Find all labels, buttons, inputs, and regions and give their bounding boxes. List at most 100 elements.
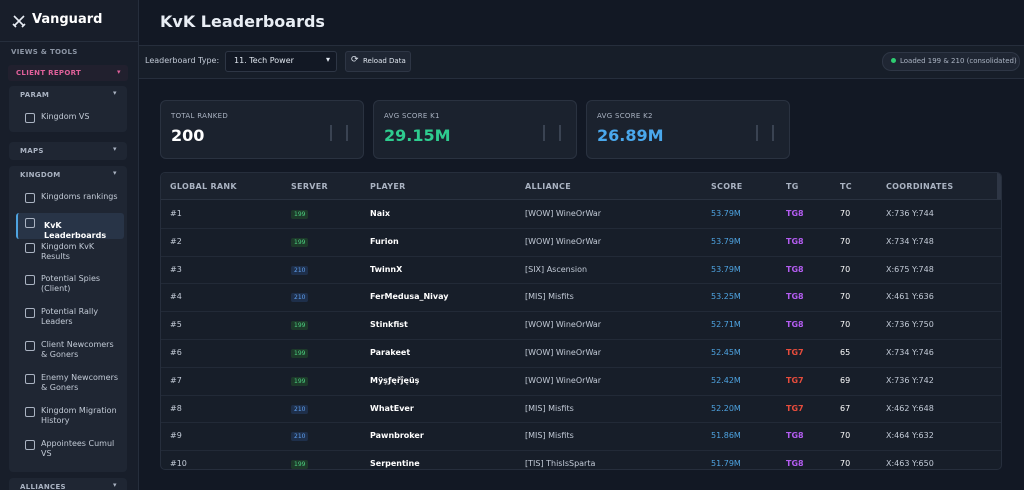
stat-icon (756, 125, 774, 141)
nav-item[interactable]: Appointees Cumul VS (41, 439, 115, 458)
coordinates: X:464 Y:632 (886, 431, 934, 441)
score: 53.79M (711, 264, 741, 274)
nav-icon (25, 243, 35, 253)
nav-item[interactable]: Kingdom KvK Results (41, 242, 95, 261)
server-badge: 210 (291, 293, 309, 303)
nav-icon (25, 440, 35, 450)
score: 53.25M (711, 292, 741, 302)
column-header: GLOBAL RANK (170, 182, 237, 191)
tg: TG8 (786, 431, 804, 441)
client-report-label: CLIENT REPORT (16, 69, 82, 77)
chevron: ▾ (113, 481, 117, 489)
player: Parakeet (370, 348, 411, 357)
column-header: PLAYER (370, 182, 406, 191)
tc: 67 (840, 403, 851, 413)
row-divider (161, 311, 1001, 313)
nav-item[interactable]: Client Newcomers & Goners (41, 340, 114, 359)
nav-item[interactable]: Kingdom Migration History (41, 406, 117, 425)
logo-icon (12, 15, 26, 28)
tc: 70 (840, 320, 851, 330)
status-text: Loaded 199 & 210 (consolidated) (900, 57, 1017, 65)
row-divider (161, 450, 1001, 452)
alliance: [MIS] Misfits (525, 292, 574, 302)
player: Naix (370, 209, 390, 218)
stat-label: AVG SCORE K2 (597, 112, 653, 120)
tg: TG8 (786, 292, 804, 302)
nav-group-title[interactable]: ALLIANCES (20, 483, 66, 490)
type-select[interactable] (225, 51, 337, 72)
server-badge: 199 (291, 376, 309, 386)
score: 52.45M (711, 348, 741, 357)
score: 51.79M (711, 459, 741, 469)
score: 52.42M (711, 375, 741, 385)
tc: 70 (840, 264, 851, 274)
rank: #10 (170, 459, 187, 469)
server-badge: 199 (291, 460, 309, 469)
column-header: TC (840, 182, 852, 191)
alliance: [WOW] WineOrWar (525, 375, 602, 385)
nav-item[interactable]: Kingdom VS (41, 112, 90, 121)
coordinates: X:462 Y:648 (886, 403, 934, 413)
tg: TG8 (786, 320, 804, 330)
tc: 70 (840, 431, 851, 441)
row-divider (161, 255, 1001, 257)
page-title: KvK Leaderboards (160, 12, 325, 31)
server-badge: 210 (291, 265, 309, 275)
stat-label: TOTAL RANKED (171, 112, 229, 120)
nav-item[interactable]: Kingdoms rankings (41, 192, 118, 201)
nav-item[interactable]: Enemy Newcomers & Goners (41, 373, 119, 392)
nav-item[interactable]: KvK Leaderboards (44, 221, 107, 240)
rank: #8 (170, 403, 182, 413)
stat-icon (543, 125, 561, 141)
tg: TG7 (786, 348, 804, 357)
score: 53.79M (711, 209, 741, 218)
rank: #9 (170, 431, 182, 441)
nav-item[interactable]: Potential Rally Leaders (41, 307, 99, 326)
nav-group-title[interactable]: KINGDOM (20, 171, 61, 179)
column-header: SERVER (291, 182, 329, 191)
rank: #7 (170, 375, 182, 385)
stat-value: 26.89M (597, 126, 664, 145)
column-header: COORDINATES (886, 182, 954, 191)
nav-group-title[interactable]: MAPS (20, 147, 44, 155)
player: WhatEver (370, 403, 414, 413)
player: Furion (370, 236, 399, 246)
sidebar: Vanguard VIEWS & TOOLS CLIENT REPORT ▾ P… (0, 0, 139, 490)
nav-group-title[interactable]: PARAM (20, 91, 50, 99)
rank: #3 (170, 264, 182, 274)
row-divider (161, 227, 1001, 229)
alliance: [MIS] Misfits (525, 403, 574, 413)
tg: TG8 (786, 459, 804, 469)
row-divider (161, 394, 1001, 396)
chevron: ▾ (113, 89, 117, 97)
reload-label: Reload Data (363, 57, 406, 65)
leaderboard-table: GLOBAL RANK SERVER PLAYER ALLIANCE SCORE TG TC… (160, 172, 1002, 470)
tg: TG7 (786, 403, 804, 413)
tc: 69 (840, 375, 851, 385)
nav-icon (25, 113, 35, 123)
player: Pawnbroker (370, 431, 424, 441)
alliance: [TIS] ThisIsSparta (525, 459, 596, 469)
nav-icon (25, 308, 35, 318)
stat-value: 29.15M (384, 126, 451, 145)
score: 52.20M (711, 403, 741, 413)
tc: 65 (840, 348, 851, 357)
tg: TG7 (786, 375, 804, 385)
server-badge: 199 (291, 349, 309, 358)
nav-item[interactable]: Potential Spies (Client) (41, 274, 101, 293)
row-divider (161, 339, 1001, 340)
server-badge: 199 (291, 237, 309, 247)
player: FerMedusa_Nivay (370, 292, 449, 302)
server-badge: 210 (291, 432, 309, 442)
section-label: VIEWS & TOOLS (11, 48, 78, 56)
reload-button[interactable] (345, 51, 411, 72)
nav-icon (25, 193, 35, 203)
rank: #2 (170, 236, 182, 246)
nav-group (9, 86, 127, 132)
alliance: [WOW] WineOrWar (525, 209, 602, 218)
server-badge: 199 (291, 321, 309, 331)
client-report[interactable] (8, 65, 128, 81)
tc: 70 (840, 459, 851, 469)
nav-icon (25, 407, 35, 417)
